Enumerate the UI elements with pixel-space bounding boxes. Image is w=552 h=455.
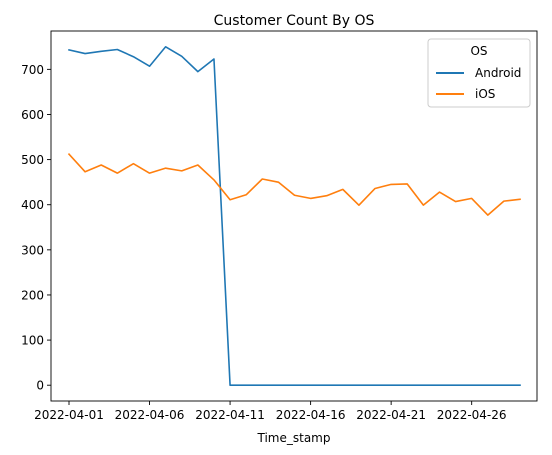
plot-lines (67, 45, 521, 387)
y-tick-label: 0 (36, 379, 44, 393)
x-tick-label: 2022-04-21 (356, 408, 426, 422)
x-tick-label: 2022-04-26 (437, 408, 507, 422)
y-axis: 0 100 200 300 400 500 600 700 (21, 63, 51, 393)
legend-title: OS (470, 44, 487, 58)
y-tick-label: 300 (21, 243, 44, 257)
plot-frame (50, 30, 538, 402)
y-tick-label: 100 (21, 334, 44, 348)
x-axis: 2022-04-01 2022-04-06 2022-04-11 2022-04-16… (34, 401, 507, 422)
legend-label-android: Android (475, 66, 521, 80)
y-tick-label: 700 (21, 63, 44, 77)
x-axis-label: Time_stamp (257, 431, 331, 445)
y-tick-label: 200 (21, 288, 44, 302)
x-tick-label: 2022-04-01 (34, 408, 104, 422)
y-tick-label: 500 (21, 153, 44, 167)
chart-title: Customer Count By OS (214, 13, 375, 29)
series-line-android (68, 45, 521, 387)
y-tick-label: 400 (21, 198, 44, 212)
series-line-ios (67, 153, 521, 216)
x-tick-label: 2022-04-06 (115, 408, 185, 422)
legend-box (427, 38, 531, 108)
legend-label-ios: iOS (475, 87, 495, 101)
x-tick-label: 2022-04-16 (276, 408, 346, 422)
x-tick-label: 2022-04-11 (195, 408, 265, 422)
legend: OS Android iOS (427, 38, 531, 108)
y-tick-label: 600 (21, 108, 44, 122)
